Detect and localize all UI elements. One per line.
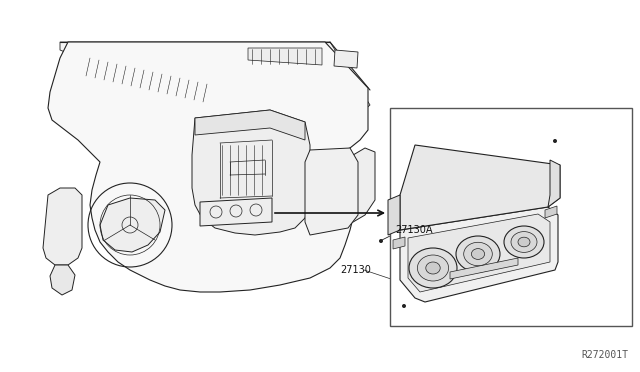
Polygon shape bbox=[393, 237, 405, 249]
Ellipse shape bbox=[518, 237, 530, 247]
Polygon shape bbox=[50, 265, 75, 295]
Ellipse shape bbox=[417, 255, 449, 281]
Polygon shape bbox=[548, 160, 560, 207]
Text: R272001T: R272001T bbox=[581, 350, 628, 360]
Polygon shape bbox=[248, 48, 322, 65]
Polygon shape bbox=[100, 198, 165, 252]
Polygon shape bbox=[400, 207, 558, 302]
Circle shape bbox=[379, 239, 383, 243]
Ellipse shape bbox=[472, 248, 484, 259]
Circle shape bbox=[553, 139, 557, 143]
Polygon shape bbox=[305, 148, 358, 235]
Polygon shape bbox=[334, 50, 358, 68]
Ellipse shape bbox=[456, 236, 500, 272]
Polygon shape bbox=[388, 195, 400, 235]
Ellipse shape bbox=[511, 232, 537, 252]
FancyBboxPatch shape bbox=[390, 108, 632, 326]
Text: 27130A: 27130A bbox=[395, 225, 433, 235]
Ellipse shape bbox=[504, 226, 544, 258]
Polygon shape bbox=[48, 42, 368, 292]
Polygon shape bbox=[43, 188, 82, 265]
Polygon shape bbox=[450, 258, 518, 279]
Polygon shape bbox=[60, 42, 370, 118]
Polygon shape bbox=[545, 206, 557, 218]
Ellipse shape bbox=[426, 262, 440, 274]
Polygon shape bbox=[400, 145, 560, 230]
Polygon shape bbox=[192, 110, 310, 235]
Circle shape bbox=[402, 304, 406, 308]
Ellipse shape bbox=[409, 248, 457, 288]
Polygon shape bbox=[338, 148, 375, 225]
Text: 27130: 27130 bbox=[340, 265, 371, 275]
Ellipse shape bbox=[464, 242, 492, 266]
Polygon shape bbox=[408, 214, 550, 292]
Polygon shape bbox=[195, 110, 305, 140]
Polygon shape bbox=[200, 198, 272, 226]
